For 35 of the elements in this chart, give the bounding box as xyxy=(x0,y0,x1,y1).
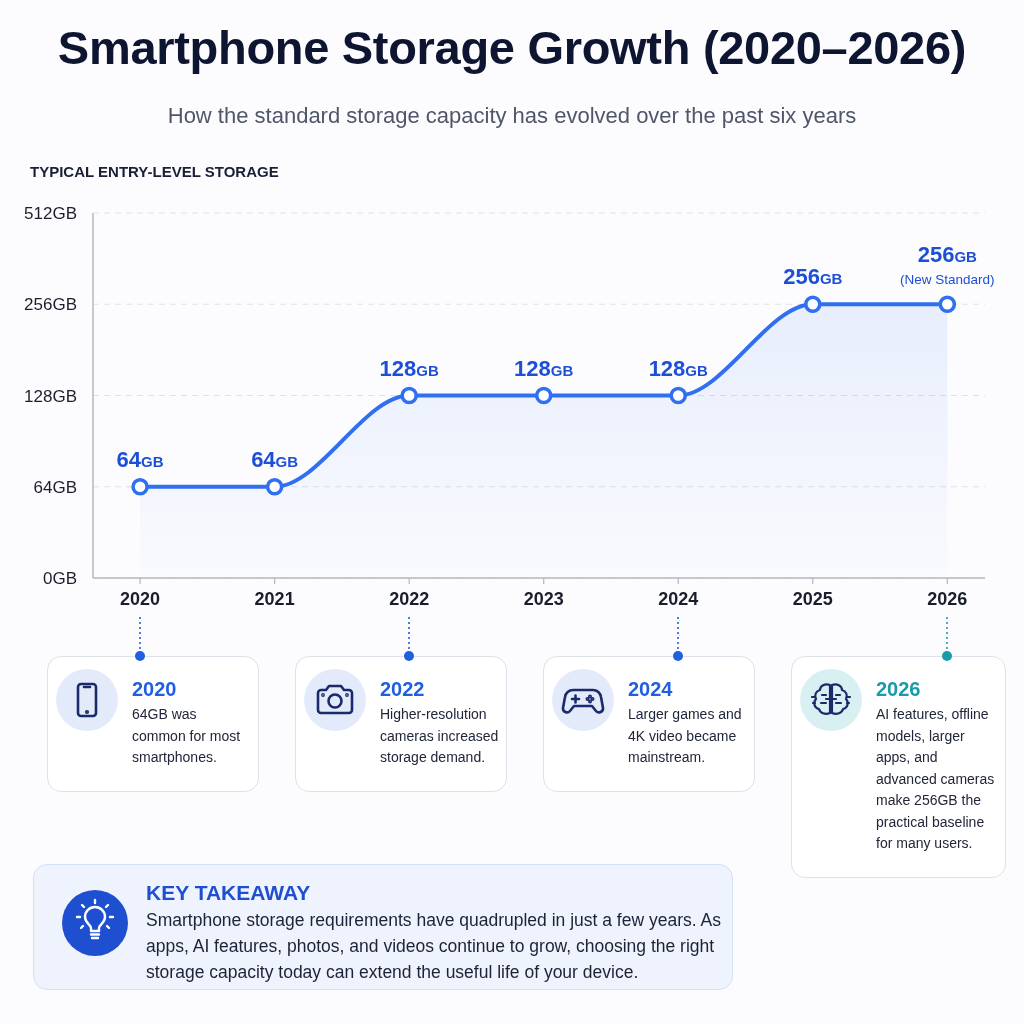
x-tick-label: 2020 xyxy=(120,588,161,609)
x-tick-label: 2023 xyxy=(523,588,564,609)
point xyxy=(938,295,957,313)
point xyxy=(265,478,284,496)
x-tick-label: 2021 xyxy=(254,588,295,609)
chart-title: Smartphone Storage Growth (2020–2026) xyxy=(56,20,968,76)
x-tick-label: 2026 xyxy=(927,588,968,609)
data-label: 128GB xyxy=(648,355,709,381)
y-tick-label: 256GB xyxy=(24,295,77,315)
x-tick-label: 2024 xyxy=(658,588,699,609)
info-card: 2020 64GB was common for most smartphones. xyxy=(47,656,259,792)
chart-subtitle: How the standard storage capacity has evolved over the past six years xyxy=(166,102,858,130)
info-card: 2026 AI features, offline models, larger apps, and advanced cameras make 256GB the practical baseline for many users. xyxy=(791,656,1006,878)
y-tick-label: 0GB xyxy=(42,569,77,589)
takeaway-panel: KEY TAKEAWAY Smartphone storage requirements have quadrupled in just a few years. As apps, AI features, photos, and videos continue to grow, choosing the right storage capacity today can extend the useful life of your device. xyxy=(33,864,733,990)
data-label: 128GB xyxy=(514,355,574,381)
point xyxy=(804,295,822,313)
data-label: 128GB xyxy=(379,355,439,381)
point xyxy=(131,478,149,496)
point xyxy=(534,386,553,405)
data-label: 64GB xyxy=(116,446,164,472)
y-axis-title: TYPICAL ENTRY-LEVEL STORAGE xyxy=(30,163,279,181)
data-label: 64GB xyxy=(251,446,299,472)
annotation: (New Standard) xyxy=(900,272,995,288)
y-tick-label: 128GB xyxy=(24,386,77,406)
point xyxy=(400,386,418,405)
y-tick-label: 64GB xyxy=(33,477,77,497)
y-tick-label: 512GB xyxy=(24,204,77,224)
data-label: 256GB xyxy=(783,264,843,290)
info-card: 2022 Higher-resolution cameras increased storage demand. xyxy=(295,656,507,792)
data-label: 256GB xyxy=(917,242,978,268)
info-card: 2024 Larger games and 4K video became mainstream. xyxy=(543,656,755,792)
point xyxy=(669,386,687,405)
x-tick-label: 2022 xyxy=(389,588,430,609)
x-tick-label: 2025 xyxy=(792,588,833,609)
